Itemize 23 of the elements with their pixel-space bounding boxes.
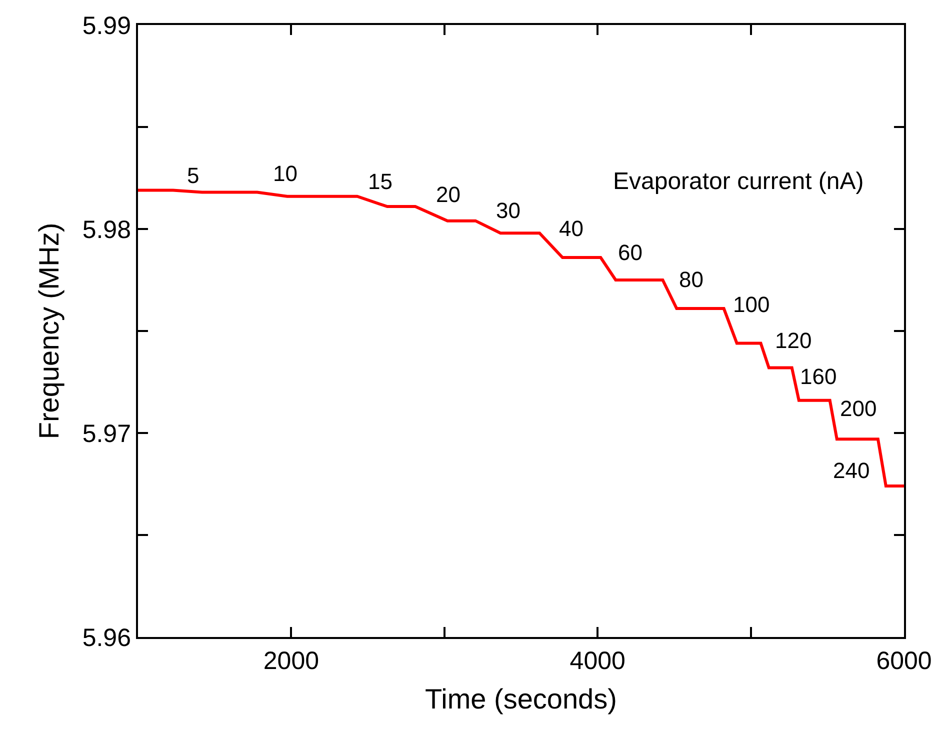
annotation: 30 [496, 198, 520, 223]
annotation: 160 [800, 364, 837, 389]
y-tick-label: 5.97 [82, 420, 131, 448]
annotation: 240 [833, 458, 870, 483]
x-axis-title: Time (seconds) [425, 684, 617, 715]
annotation: 15 [368, 169, 392, 194]
annotation: 40 [559, 216, 584, 241]
x-tick-label: 2000 [263, 647, 320, 675]
annotation: Evaporator current (nA) [613, 168, 864, 195]
annotation: 60 [618, 240, 642, 265]
y-axis-title: Frequency (MHz) [34, 222, 65, 440]
annotation: 120 [775, 328, 812, 353]
annotation: 5 [187, 163, 200, 188]
y-tick-label: 5.98 [82, 216, 131, 244]
y-tick-label: 5.99 [82, 12, 131, 40]
annotation: 80 [679, 267, 704, 292]
x-tick-label: 6000 [876, 647, 932, 675]
y-tick-label: 5.96 [82, 624, 131, 652]
annotation: 10 [273, 161, 298, 186]
annotation: 200 [840, 396, 877, 421]
annotation: 20 [436, 182, 460, 207]
x-tick-label: 4000 [570, 647, 626, 675]
annotation: 100 [733, 292, 770, 317]
